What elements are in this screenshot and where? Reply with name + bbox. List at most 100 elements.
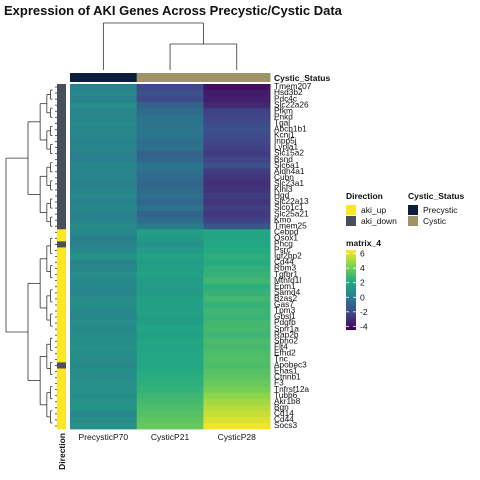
heatmap-cell xyxy=(70,338,138,345)
heatmap-cell xyxy=(70,162,138,170)
heatmap-cell xyxy=(70,84,138,91)
row-label: Socs3 xyxy=(274,420,297,430)
direction-annotation-cell xyxy=(57,174,66,182)
heatmap-cell xyxy=(136,223,204,230)
heatmap-cell xyxy=(136,241,204,248)
heatmap-cell xyxy=(203,301,271,309)
heatmap-cell xyxy=(70,114,138,121)
direction-annotation-cell xyxy=(57,416,66,424)
heatmap-cell xyxy=(136,374,204,381)
heatmap-cell xyxy=(70,326,138,333)
heatmap-cell xyxy=(136,96,204,103)
heatmap-cell xyxy=(203,289,271,297)
row-label: Pfkm xyxy=(274,105,293,115)
heatmap-cell xyxy=(136,90,204,97)
heatmap-cell xyxy=(70,344,138,351)
heatmap-cell xyxy=(136,120,204,127)
heatmap-cell xyxy=(136,265,204,273)
heatmap-cell xyxy=(136,416,204,424)
column-labels: PrecysticP70 CysticP21 CysticP28 Direction xyxy=(57,432,256,470)
legend-swatch xyxy=(346,205,356,215)
heatmap-cell xyxy=(203,368,271,375)
heatmap-cell xyxy=(70,350,138,357)
heatmap-cell xyxy=(70,283,138,291)
heatmap-cell xyxy=(70,368,138,375)
heatmap-cell xyxy=(70,332,138,339)
direction-annotation-cell xyxy=(57,199,66,206)
heatmap-cell xyxy=(70,229,138,236)
heatmap-cell xyxy=(203,205,271,212)
heatmap-cell xyxy=(136,362,204,369)
column-dendrogram xyxy=(102,22,238,70)
row-label: Gbsl1 xyxy=(274,311,296,321)
row-label: Slco1c1 xyxy=(274,202,304,212)
heatmap-cell xyxy=(70,289,138,297)
color-scale-tick-label: -2 xyxy=(360,307,368,317)
heatmap-cell xyxy=(203,192,271,200)
heatmap-cell xyxy=(203,374,271,381)
row-label: Tubb6 xyxy=(274,390,298,400)
heatmap-cell xyxy=(136,229,204,236)
direction-annotation-cell xyxy=(57,320,66,327)
heatmap-cell xyxy=(70,241,138,248)
heatmap-cell xyxy=(203,168,271,176)
heatmap-cell xyxy=(203,380,271,388)
row-label: Igf2bp2 xyxy=(274,251,302,261)
heatmap-cell xyxy=(136,283,204,291)
heatmap-cell xyxy=(136,108,204,115)
direction-annotation-cell xyxy=(57,120,66,127)
direction-annotation-cell xyxy=(57,350,66,357)
heatmap-cell xyxy=(70,320,138,327)
direction-annotation-cell xyxy=(57,126,66,133)
heatmap-cell xyxy=(136,332,204,339)
row-labels: Tmem207Hsd3b2Pdc4cSlc22a26PfkmPnkdTgalAb… xyxy=(274,81,312,430)
heatmap-cell xyxy=(203,332,271,339)
direction-annotation-cell xyxy=(57,156,66,164)
column-label: PrecysticP70 xyxy=(79,432,129,442)
heatmap-cell xyxy=(136,410,204,418)
heatmap-cell xyxy=(70,150,138,158)
heatmap-cell xyxy=(203,398,271,406)
heatmap-cell xyxy=(203,138,271,145)
direction-annotation-cell xyxy=(57,150,66,158)
row-label: Rbm3 xyxy=(274,263,297,273)
row-label: Mthfd1l xyxy=(274,275,301,285)
heatmap-cell xyxy=(136,199,204,206)
heatmap-cell xyxy=(203,320,271,327)
legend-swatch xyxy=(408,216,418,226)
heatmap-cell xyxy=(203,144,271,151)
heatmap-cell xyxy=(203,392,271,400)
color-scale-tick-label: 0 xyxy=(360,292,365,302)
legend-label: aki_up xyxy=(361,205,386,215)
legend-direction-title: Direction xyxy=(346,191,383,201)
heatmap-cell xyxy=(136,301,204,309)
heatmap-cell xyxy=(203,132,271,139)
row-label: Slc15a2 xyxy=(274,148,304,158)
heatmap-cell xyxy=(203,404,271,412)
heatmap-cell xyxy=(203,102,271,109)
heatmap-cell xyxy=(70,277,138,285)
heatmap-cell xyxy=(70,217,138,224)
row-label: Tnfrsf12a xyxy=(274,384,309,394)
row-label: Psrc xyxy=(274,245,291,255)
heatmap-cell xyxy=(203,114,271,121)
heatmap-cell xyxy=(70,211,138,218)
heatmap-cell xyxy=(203,126,271,133)
heatmap-cell xyxy=(203,84,271,91)
heatmap-cell xyxy=(136,404,204,412)
row-label: Akr1b8 xyxy=(274,396,301,406)
heatmap-cell xyxy=(136,174,204,182)
direction-annotation-cell xyxy=(57,84,66,91)
row-label: Sprr1a xyxy=(274,323,299,333)
legend-swatch xyxy=(408,205,418,215)
direction-annotation-cell xyxy=(57,368,66,375)
row-label: Hsd3b2 xyxy=(274,87,303,97)
heatmap-cell xyxy=(136,320,204,327)
direction-annotation-cell xyxy=(57,362,66,369)
heatmap-cell xyxy=(203,186,271,194)
row-label: Inpp5j xyxy=(274,136,297,146)
direction-annotation-cell xyxy=(57,138,66,145)
heatmap-cell xyxy=(203,350,271,357)
heatmap-cell xyxy=(70,90,138,97)
